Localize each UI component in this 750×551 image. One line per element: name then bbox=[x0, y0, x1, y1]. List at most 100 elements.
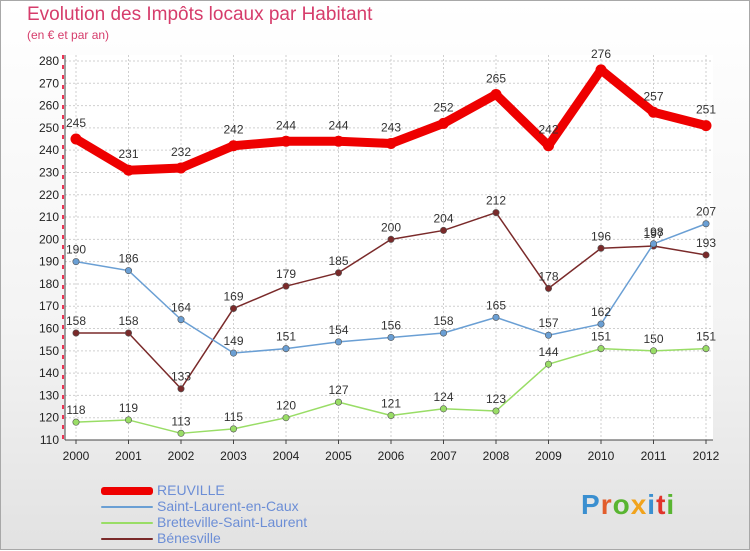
data-point bbox=[280, 135, 292, 147]
data-point bbox=[544, 331, 552, 339]
y-tick-label: 210 bbox=[39, 210, 59, 224]
data-point bbox=[702, 220, 710, 228]
chart-subtitle: (en € et par an) bbox=[27, 28, 110, 42]
data-label: 193 bbox=[696, 236, 716, 250]
data-label: 245 bbox=[66, 116, 86, 130]
data-point bbox=[544, 360, 552, 368]
data-point bbox=[230, 304, 238, 312]
x-tick-label: 2010 bbox=[588, 449, 615, 463]
x-tick-label: 2009 bbox=[535, 449, 562, 463]
chart-title: Evolution des Impôts locaux par Habitant bbox=[27, 4, 373, 25]
legend-label: Bretteville-Saint-Laurent bbox=[157, 514, 308, 530]
data-label: 243 bbox=[381, 120, 401, 134]
data-label: 242 bbox=[223, 123, 243, 137]
data-label: 120 bbox=[276, 399, 296, 413]
data-point bbox=[125, 416, 133, 424]
legend-label: Bénesville bbox=[157, 530, 221, 546]
data-point bbox=[333, 135, 344, 147]
data-point bbox=[700, 120, 712, 132]
data-label: 123 bbox=[486, 392, 506, 406]
data-label: 151 bbox=[276, 330, 296, 344]
data-label: 178 bbox=[538, 269, 558, 283]
data-point bbox=[230, 425, 238, 433]
data-label: 164 bbox=[171, 301, 191, 315]
data-label: 158 bbox=[433, 314, 453, 328]
data-point bbox=[702, 345, 710, 353]
legend-label: Saint-Laurent-en-Caux bbox=[157, 498, 299, 514]
x-tick-label: 2001 bbox=[115, 449, 142, 463]
x-tick-label: 2002 bbox=[168, 449, 195, 463]
data-point bbox=[438, 117, 449, 129]
data-label: 257 bbox=[643, 89, 663, 103]
data-point bbox=[177, 316, 185, 324]
data-point bbox=[490, 88, 502, 100]
y-tick-label: 110 bbox=[40, 433, 59, 447]
logo-letter: P bbox=[581, 489, 601, 520]
data-label: 197 bbox=[643, 227, 663, 241]
y-tick-label: 120 bbox=[39, 411, 59, 425]
data-label: 121 bbox=[381, 396, 401, 410]
data-label: 204 bbox=[433, 211, 453, 225]
data-point bbox=[649, 347, 657, 355]
legend-label: REUVILLE bbox=[157, 482, 225, 498]
data-point bbox=[230, 349, 238, 357]
y-tick-label: 160 bbox=[39, 322, 59, 336]
y-tick-label: 260 bbox=[39, 99, 59, 113]
y-tick-label: 190 bbox=[39, 255, 59, 269]
data-label: 144 bbox=[538, 345, 558, 359]
legend-swatch bbox=[101, 522, 153, 524]
data-label: 207 bbox=[696, 205, 716, 219]
data-label: 276 bbox=[591, 47, 611, 61]
y-tick-label: 270 bbox=[39, 76, 59, 90]
logo-letter: i bbox=[666, 489, 676, 520]
data-point bbox=[334, 269, 342, 277]
data-point bbox=[597, 244, 605, 252]
y-tick-label: 220 bbox=[39, 188, 59, 202]
data-point bbox=[387, 333, 395, 341]
y-tick-label: 230 bbox=[39, 165, 59, 179]
data-label: 150 bbox=[643, 332, 663, 346]
data-label: 186 bbox=[118, 252, 138, 266]
data-label: 231 bbox=[118, 147, 138, 161]
data-label: 151 bbox=[696, 330, 716, 344]
data-label: 157 bbox=[538, 316, 558, 330]
data-label: 232 bbox=[171, 145, 191, 159]
data-label: 252 bbox=[433, 100, 453, 114]
logo-letter: r bbox=[600, 489, 613, 520]
data-point bbox=[175, 162, 187, 174]
data-label: 200 bbox=[381, 220, 401, 234]
data-label: 119 bbox=[119, 401, 138, 415]
data-label: 242 bbox=[538, 123, 558, 137]
y-tick-label: 280 bbox=[39, 54, 59, 68]
x-tick-label: 2006 bbox=[378, 449, 405, 463]
data-label: 165 bbox=[486, 298, 506, 312]
data-point bbox=[72, 258, 80, 266]
data-point bbox=[595, 64, 607, 76]
x-tick-label: 2004 bbox=[273, 449, 300, 463]
y-tick-label: 150 bbox=[39, 344, 59, 358]
data-point bbox=[492, 209, 500, 217]
logo-letter: i bbox=[647, 489, 657, 520]
data-label: 127 bbox=[328, 383, 348, 397]
data-label: 162 bbox=[591, 305, 611, 319]
data-label: 118 bbox=[66, 403, 85, 417]
data-point bbox=[334, 338, 342, 346]
data-label: 190 bbox=[66, 243, 86, 257]
y-tick-label: 140 bbox=[39, 366, 59, 380]
data-label: 212 bbox=[486, 194, 506, 208]
logo-letter: t bbox=[656, 489, 667, 520]
legend-swatch bbox=[101, 487, 153, 495]
data-point bbox=[648, 106, 659, 118]
data-point bbox=[597, 320, 605, 328]
data-point bbox=[439, 405, 447, 413]
data-point bbox=[177, 385, 185, 393]
data-label: 156 bbox=[381, 318, 401, 332]
data-label: 158 bbox=[118, 314, 138, 328]
x-tick-label: 2005 bbox=[325, 449, 352, 463]
data-point bbox=[385, 137, 397, 149]
data-point bbox=[387, 235, 395, 243]
y-tick-label: 200 bbox=[39, 232, 59, 246]
data-point bbox=[387, 411, 395, 419]
